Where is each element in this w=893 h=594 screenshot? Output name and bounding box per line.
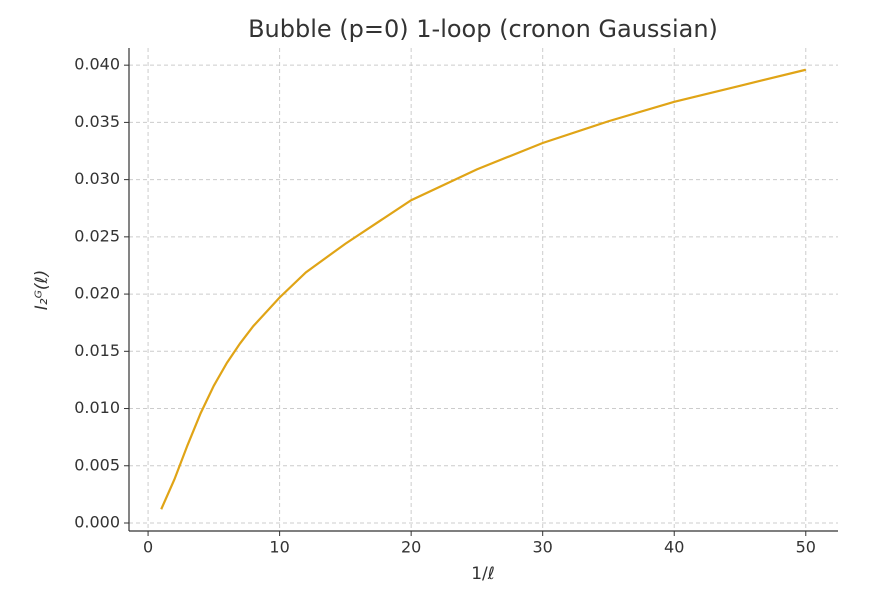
data-line [160,68,807,510]
y-tick-label: 0.010 [74,398,120,417]
y-tick-label: 0.040 [74,55,120,74]
x-tick-label: 10 [269,538,289,557]
x-tick-label: 40 [664,538,684,557]
x-tick-label: 30 [533,538,553,557]
y-tick-label: 0.015 [74,341,120,360]
y-tick-label: 0.005 [74,455,120,474]
y-tick-label: 0.030 [74,169,120,188]
y-tick-label: 0.035 [74,112,120,131]
x-axis-label: 1/ℓ [471,564,495,584]
x-tick-label: 50 [796,538,816,557]
x-tick-label: 0 [143,538,153,557]
y-tick-label: 0.025 [74,226,120,245]
y-tick-label: 0.020 [74,284,120,303]
x-tick-label: 20 [401,538,421,557]
y-tick-label: 0.000 [74,512,120,531]
y-axis-label: I₂ᴳ(ℓ) [32,270,52,310]
chart-title: Bubble (p=0) 1-loop (cronon Gaussian) [248,15,718,43]
